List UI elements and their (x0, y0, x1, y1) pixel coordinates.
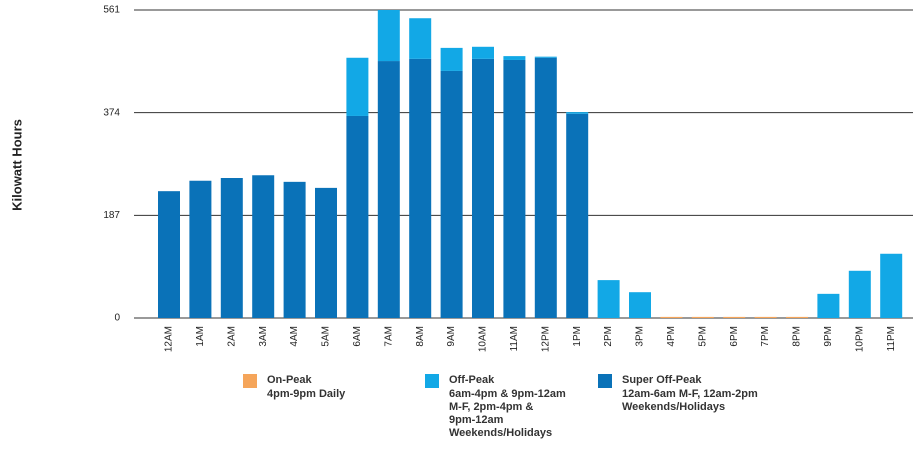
x-tick-label: 3AM (258, 326, 269, 347)
bar-segment (566, 112, 589, 114)
x-tick-label: 3PM (635, 326, 646, 347)
bar-segment (220, 178, 243, 318)
y-tick-label: 0 (114, 313, 120, 324)
legend-swatch (425, 374, 439, 388)
bar-segment (534, 57, 557, 318)
bar-segment (817, 293, 840, 318)
legend-description: Weekends/Holidays (449, 427, 552, 439)
legend-description: 4pm-9pm Daily (267, 388, 346, 400)
legend: On-Peak 4pm-9pm Daily Off-Peak 6am-4pm & 9p… (243, 374, 758, 439)
bar-segment (472, 46, 494, 59)
legend-description: 6am-4pm & 9pm-12am (449, 388, 566, 400)
bar-segment (189, 180, 212, 318)
bar-segment (346, 57, 369, 116)
x-tick-label: 8PM (792, 326, 803, 347)
bar-segment (880, 253, 903, 318)
x-tick-label: 9AM (446, 326, 457, 347)
x-tick-label: 6AM (352, 326, 363, 347)
bar-segment (723, 316, 746, 318)
bar-segment (377, 10, 400, 62)
x-tick-label: 1PM (572, 326, 583, 347)
x-tick-label: 6PM (729, 326, 740, 347)
bar-segment (158, 191, 180, 318)
bar-segment (534, 56, 557, 58)
bar-segment (660, 316, 683, 318)
x-tick-label: 5PM (697, 326, 708, 347)
bar-segment (252, 175, 275, 318)
x-tick-label: 9PM (823, 326, 834, 347)
y-tick-label: 187 (103, 210, 120, 221)
x-tick-label: 7PM (760, 326, 771, 347)
bar-segment (503, 56, 526, 60)
x-tick-label: 8AM (415, 326, 426, 347)
bar-segment (566, 113, 589, 318)
bar-segment (377, 61, 400, 318)
y-tick-label: 561 (103, 5, 120, 16)
y-tick-label: 374 (103, 107, 120, 118)
bar-segment (472, 58, 494, 319)
x-tick-label: 2AM (226, 326, 237, 347)
bar-segment (440, 70, 463, 318)
bar-segment (754, 316, 777, 318)
x-tick-label: 12PM (540, 326, 551, 352)
bar-segment (691, 316, 714, 318)
x-tick-label: 4AM (289, 326, 300, 347)
legend-description: Weekends/Holidays (622, 401, 725, 413)
x-tick-label: 11AM (509, 326, 520, 351)
x-tick-label: 5AM (321, 326, 332, 347)
bar-segment (629, 292, 651, 318)
legend-description: M-F, 2pm-4pm & (449, 401, 533, 413)
x-tick-label: 7AM (383, 326, 394, 347)
x-tick-label: 10AM (478, 326, 489, 352)
legend-swatch (243, 374, 257, 388)
x-tick-label: 4PM (666, 326, 677, 347)
bar-segment (315, 187, 337, 318)
legend-label: Off-Peak (449, 374, 495, 386)
bar-segment (346, 115, 369, 318)
x-tick-label: 1AM (195, 326, 206, 347)
legend-description: 12am-6am M-F, 12am-2pm (622, 388, 758, 400)
bar-segment (283, 181, 306, 318)
legend-label: On-Peak (267, 374, 313, 386)
y-axis-label: Kilowatt Hours (9, 119, 24, 211)
x-tick-label: 11PM (886, 326, 897, 351)
bar-segment (440, 47, 463, 71)
bar-segment (786, 316, 808, 318)
bar-segment (848, 270, 871, 318)
legend-swatch (598, 374, 612, 388)
legend-label: Super Off-Peak (622, 374, 702, 386)
legend-description: 9pm-12am (449, 414, 504, 426)
x-tick-label: 2PM (603, 326, 614, 347)
bar-segment (597, 280, 620, 318)
bar-segment (409, 58, 432, 319)
x-tick-label: 10PM (854, 326, 865, 352)
x-tick-label: 12AM (164, 326, 175, 352)
bar-segment (409, 18, 432, 59)
bar-segment (503, 59, 526, 318)
